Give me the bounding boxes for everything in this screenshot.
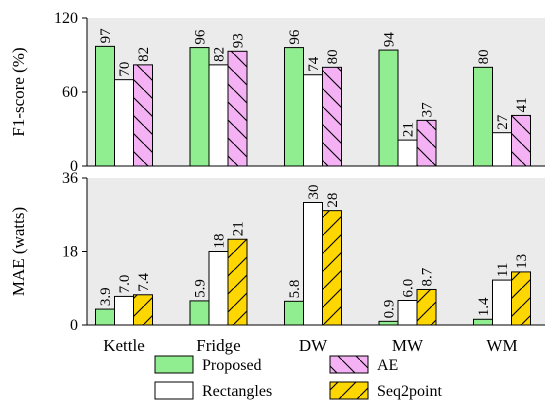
- mae-y-tick-label: 18: [62, 244, 78, 261]
- mae-value-label: 5.8: [287, 280, 303, 299]
- category-label-dw: DW: [299, 336, 328, 355]
- f1-bar-proposed-dw: [284, 47, 304, 167]
- f1-value-label: 80: [325, 49, 341, 64]
- f1-bar-hatch-ae-dw: [322, 67, 342, 166]
- mae-value-label: 8.7: [420, 267, 436, 286]
- mae-y-ticks: 0 18 36: [62, 170, 87, 334]
- f1-bar-rectangles-wm: [492, 132, 512, 167]
- f1-value-label: 97: [98, 28, 114, 44]
- mae-bar-hatch-seq2point-kettle: [133, 294, 153, 325]
- mae-bar-rectangles-mw: [397, 300, 418, 326]
- f1-value-label: 82: [136, 47, 152, 62]
- legend-label-rectangles: Rectangles: [202, 383, 272, 400]
- mae-bar-proposed-mw: [378, 320, 399, 326]
- f1-value-label: 96: [193, 29, 209, 45]
- mae-value-label: 7.4: [136, 273, 152, 292]
- f1-value-label: 21: [401, 122, 417, 137]
- f1-value-label: 80: [476, 49, 492, 64]
- f1-bar-rectangles-fridge: [208, 64, 229, 167]
- f1-value-label: 74: [306, 56, 322, 72]
- f1-bar-proposed-wm: [473, 66, 493, 167]
- mae-value-label: 1.4: [476, 297, 492, 316]
- f1-bar-hatch-ae-fridge: [228, 51, 247, 166]
- mae-bar-rectangles-fridge: [208, 251, 229, 326]
- f1-bar-proposed-mw: [378, 49, 399, 167]
- f1-value-label: 27: [495, 114, 511, 130]
- f1-value-label: 70: [117, 62, 133, 77]
- f1-y-tick-label: 120: [54, 10, 78, 27]
- mae-bar-hatch-seq2point-dw: [322, 210, 342, 325]
- f1-y-tick-label: 60: [62, 84, 78, 101]
- legend-swatch-proposed: [154, 355, 194, 374]
- f1-bar-rectangles-mw: [397, 139, 418, 167]
- mae-bar-hatch-seq2point-wm: [511, 271, 531, 325]
- legend: Proposed AE Rectangles Seq2point: [154, 355, 442, 400]
- mae-y-tick-label: 36: [62, 170, 78, 187]
- legend-swatch-hatch-ae: [330, 356, 368, 373]
- mae-bar-proposed-fridge: [189, 300, 210, 326]
- category-label-kettle: Kettle: [103, 336, 145, 355]
- f1-bar-proposed-fridge: [189, 47, 210, 167]
- category-label-wm: WM: [486, 336, 517, 355]
- f1-y-axis-title: F1-score (%): [9, 47, 28, 136]
- category-labels: Kettle Fridge DW MW WM: [103, 336, 517, 355]
- mae-value-label: 21: [231, 221, 247, 236]
- f1-bar-proposed-kettle: [95, 45, 115, 167]
- mae-value-label: 28: [325, 193, 341, 208]
- mae-value-label: 13: [514, 254, 530, 269]
- mae-y-axis-title: MAE (watts): [9, 207, 28, 296]
- f1-value-label: 93: [231, 33, 247, 48]
- mae-bar-rectangles-dw: [303, 202, 323, 326]
- mae-value-label: 6.0: [401, 279, 417, 298]
- mae-value-label: 0.9: [382, 300, 398, 319]
- mae-value-label: 11: [495, 263, 511, 277]
- mae-bar-hatch-seq2point-fridge: [228, 239, 247, 325]
- mae-value-label: 7.0: [117, 275, 133, 294]
- legend-label-proposed: Proposed: [202, 357, 262, 374]
- legend-swatch-hatch-seq2point: [330, 382, 368, 399]
- f1-bar-rectangles-dw: [303, 74, 323, 167]
- mae-bar-proposed-dw: [284, 300, 304, 326]
- f1-value-label: 82: [212, 47, 228, 62]
- f1-bar-hatch-ae-mw: [417, 120, 436, 166]
- category-label-fridge: Fridge: [196, 336, 240, 355]
- legend-label-seq2point: Seq2point: [377, 383, 442, 400]
- mae-bar-proposed-kettle: [95, 308, 115, 326]
- mae-bar-rectangles-wm: [492, 279, 512, 326]
- mae-value-label: 5.9: [193, 279, 209, 298]
- f1-y-ticks: 0 60 120: [54, 10, 87, 175]
- mae-value-label: 3.9: [98, 287, 114, 306]
- mae-bar-hatch-seq2point-mw: [417, 289, 436, 325]
- mae-value-label: 18: [212, 234, 228, 249]
- f1-bar-hatch-ae-wm: [511, 115, 531, 166]
- f1-value-label: 96: [287, 29, 303, 45]
- mae-bar-rectangles-kettle: [114, 295, 134, 326]
- f1-value-label: 41: [514, 97, 530, 112]
- f1-value-label: 37: [420, 102, 436, 118]
- f1-y-tick-label: 0: [70, 158, 78, 175]
- legend-label-ae: AE: [377, 357, 398, 374]
- mae-bar-proposed-wm: [473, 318, 493, 326]
- f1-bar-rectangles-kettle: [114, 79, 134, 167]
- legend-swatch-rectangles: [154, 381, 194, 400]
- mae-y-tick-label: 0: [70, 317, 78, 334]
- category-label-mw: MW: [392, 336, 424, 355]
- f1-bar-hatch-ae-kettle: [133, 64, 153, 166]
- mae-value-label: 30: [306, 185, 322, 200]
- f1-value-label: 94: [382, 32, 398, 48]
